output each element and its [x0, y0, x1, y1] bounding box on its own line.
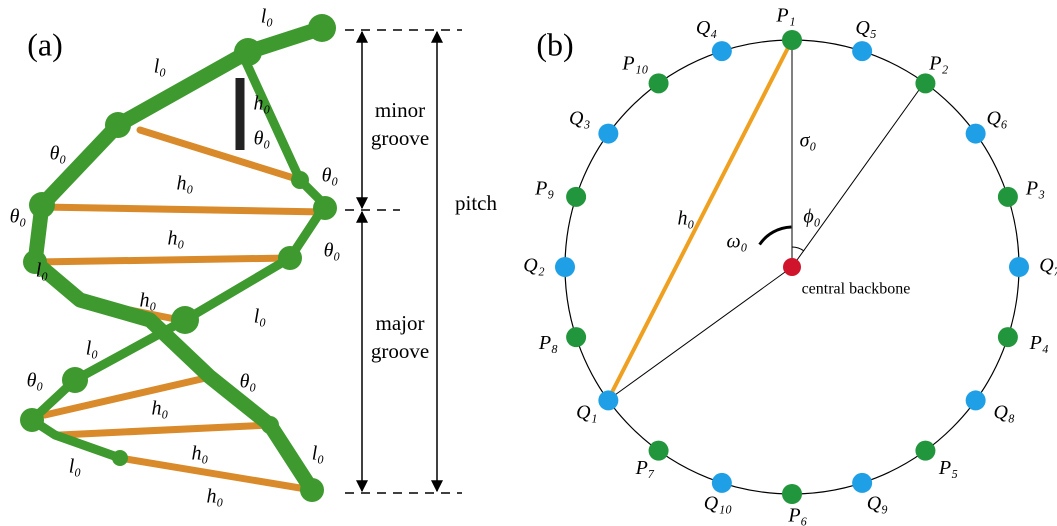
annotation: θ₀: [50, 143, 67, 165]
point: [566, 187, 586, 207]
point-label: P₇: [635, 457, 655, 479]
point: [966, 390, 986, 410]
point-label: P₆: [787, 505, 807, 526]
annotation: h₀: [254, 93, 271, 115]
point-label: Q₁₀: [704, 492, 732, 514]
point-label: P₉: [534, 177, 554, 199]
annotation: h₀: [140, 290, 157, 312]
point: [712, 473, 732, 493]
rung: [36, 258, 290, 262]
point-label: Q₅: [855, 17, 876, 39]
annotation: θ₀: [27, 370, 44, 392]
minor-groove: groove: [371, 126, 429, 150]
annotation: l₀: [86, 338, 99, 360]
annotation: θ₀: [240, 371, 257, 393]
h-line: [608, 40, 792, 400]
major-groove: groove: [371, 339, 429, 363]
radius: [792, 83, 924, 267]
annotation: l₀: [36, 260, 49, 282]
annotation: h₀: [152, 398, 169, 420]
point-label: Q₉: [867, 492, 888, 514]
point-label: P₅: [938, 457, 958, 479]
point: [782, 484, 802, 504]
rung: [60, 425, 270, 435]
sigma: σ₀: [800, 130, 817, 152]
point-label: Q₄: [696, 17, 717, 39]
annotation: θ₀: [254, 128, 271, 150]
annotation: l₀: [261, 6, 274, 28]
h-label: h₀: [678, 208, 695, 230]
figure: (a) minor groove major groove pitch (b) …: [0, 0, 1057, 526]
annotation: l₀: [312, 443, 325, 465]
helix: [20, 14, 337, 502]
point: [852, 473, 872, 493]
phi-arc: [792, 247, 804, 251]
annotation: h₀: [192, 443, 209, 465]
point: [566, 327, 586, 347]
point-label: P₃: [1025, 177, 1045, 199]
point-label: Q₂: [523, 255, 544, 277]
point: [915, 73, 935, 93]
annotation: θ₀: [324, 240, 341, 262]
point-label: P₂: [928, 52, 948, 74]
omega-arc: [759, 227, 791, 245]
point: [852, 41, 872, 61]
annotation: l₀: [254, 306, 267, 328]
panel-label: (b): [536, 26, 573, 62]
center-label: central backbone: [802, 281, 911, 298]
pitch: pitch: [455, 191, 497, 215]
point: [555, 257, 575, 277]
annotation: h₀: [207, 486, 224, 508]
point: [998, 327, 1018, 347]
point-label: Q₈: [994, 402, 1015, 424]
point: [598, 390, 618, 410]
annotation: θ₀: [10, 206, 27, 228]
phi: ϕ₀: [803, 206, 820, 228]
point: [915, 441, 935, 461]
point-label: P₁₀: [621, 52, 648, 74]
point: [712, 41, 732, 61]
center-dot: [783, 258, 801, 276]
annotation: h₀: [177, 173, 194, 195]
point-label: P₈: [538, 332, 558, 354]
rung: [42, 207, 325, 212]
point-label: Q₃: [569, 108, 590, 130]
annotation: l₀: [69, 456, 82, 478]
omega: ω₀: [726, 231, 747, 253]
point: [782, 30, 802, 50]
annotation: h₀: [168, 228, 185, 250]
point: [966, 124, 986, 144]
major-groove: major: [376, 311, 425, 335]
panel-label: (a): [27, 26, 63, 62]
point-label: Q₁: [576, 402, 597, 424]
point: [1009, 257, 1029, 277]
radius: [608, 267, 792, 400]
point-label: Q₇: [1039, 255, 1057, 277]
point: [649, 73, 669, 93]
point-label: Q₆: [986, 108, 1007, 130]
point-label: P₄: [1029, 332, 1049, 354]
annotation: l₀: [154, 56, 167, 78]
point-label: P₁: [775, 5, 795, 27]
annotation: θ₀: [322, 165, 339, 187]
minor-groove: minor: [375, 98, 425, 122]
point: [598, 124, 618, 144]
point: [998, 187, 1018, 207]
